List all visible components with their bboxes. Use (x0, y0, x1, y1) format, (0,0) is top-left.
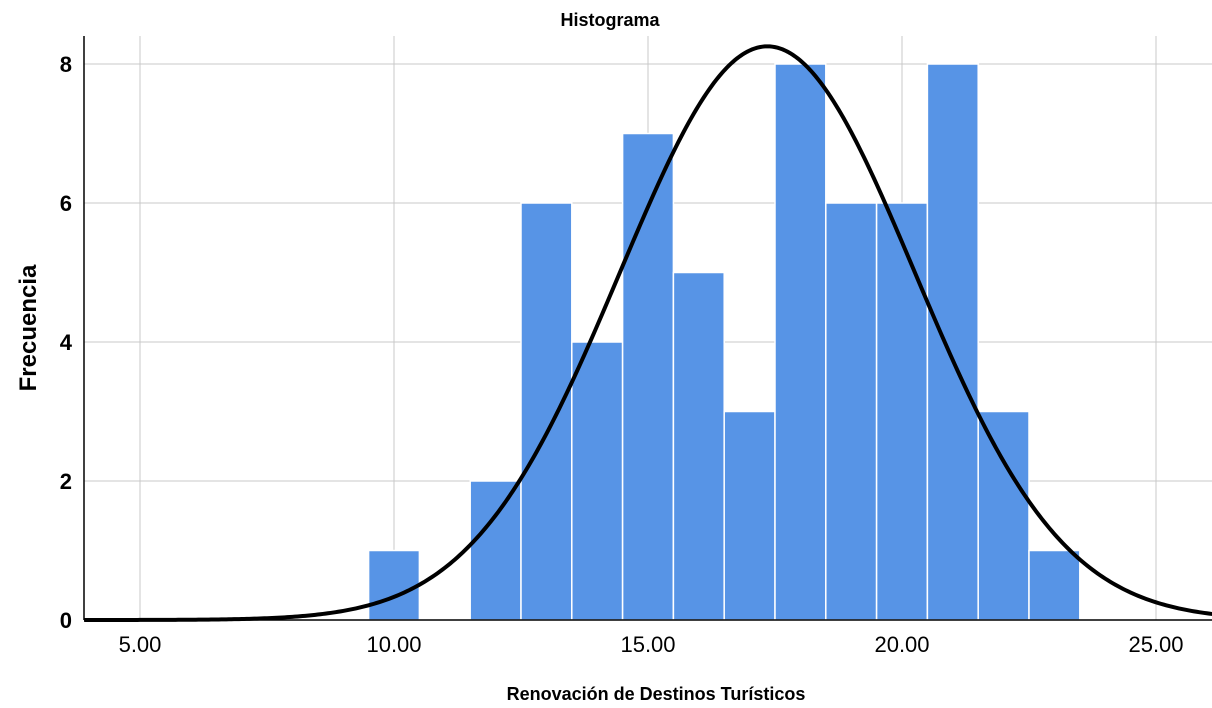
histogram-bar (571, 341, 624, 621)
histogram-bar (723, 410, 776, 621)
normal-curve (84, 44, 1212, 622)
histogram-bar (520, 202, 573, 621)
histogram-bar (672, 271, 725, 621)
y-axis-label: Frecuencia (15, 264, 42, 391)
histogram-bar (926, 63, 979, 621)
x-tick-label: 20.00 (874, 632, 929, 657)
x-tick-label: 25.00 (1128, 632, 1183, 657)
histogram-bar (774, 63, 827, 621)
x-axis-label: Renovación de Destinos Turísticos (507, 684, 806, 704)
histogram-bar (367, 549, 421, 621)
histogram-bar (875, 202, 929, 621)
y-tick-label: 8 (60, 52, 72, 77)
x-tick-label: 10.00 (366, 632, 421, 657)
x-tick-label: 5.00 (119, 632, 162, 657)
x-tick-label: 15.00 (620, 632, 675, 657)
histogram-bar (977, 410, 1030, 621)
y-tick-label: 2 (60, 469, 72, 494)
histogram-bar (1028, 549, 1081, 621)
y-tick-label: 0 (60, 608, 72, 633)
chart-title: Histograma (560, 10, 660, 30)
x-tick-labels: 5.00 10.00 15.00 20.00 25.00 (119, 632, 1184, 657)
histogram-bar (825, 202, 878, 621)
y-tick-labels: 0 2 4 6 8 (60, 52, 73, 633)
y-tick-label: 4 (60, 330, 73, 355)
bars (367, 63, 1081, 621)
y-tick-label: 6 (60, 191, 72, 216)
histogram-bar (469, 480, 522, 621)
